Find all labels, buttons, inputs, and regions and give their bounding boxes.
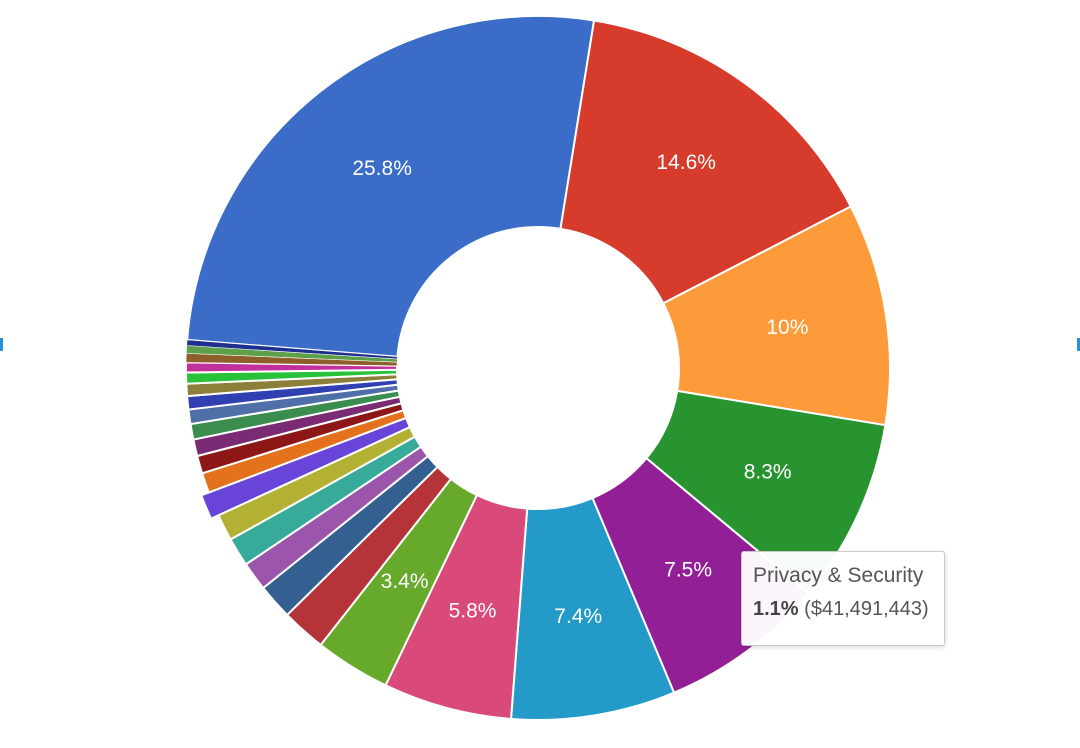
labels-group: 25.8% 14.6% 10% 8.3% 7.5% 7.4% 5.8% 3.4% <box>352 151 808 628</box>
tooltip-amount: ($41,491,443) <box>804 598 929 620</box>
tooltip-value-line: 1.1% ($41,491,443) <box>753 598 944 621</box>
left-edge-marker <box>0 338 3 351</box>
donut-slice[interactable] <box>186 15 596 358</box>
donut-slice[interactable] <box>661 205 891 427</box>
chart-tooltip: Privacy & Security 1.1% ($41,491,443) <box>741 551 945 646</box>
slice-label: 7.4% <box>554 605 602 628</box>
slice-label: 10% <box>766 316 808 339</box>
slice-label: 7.5% <box>664 559 712 582</box>
right-edge-marker <box>1077 338 1080 351</box>
slice-label: 25.8% <box>352 157 412 180</box>
slices-group <box>185 15 891 721</box>
tooltip-title: Privacy & Security <box>753 564 924 587</box>
slice-label: 3.4% <box>381 570 429 593</box>
slice-label: 14.6% <box>656 151 716 174</box>
slice-label: 8.3% <box>744 461 792 484</box>
tooltip-percent: 1.1% <box>753 598 799 620</box>
donut-slice[interactable] <box>559 19 853 305</box>
slice-label: 5.8% <box>449 599 497 622</box>
donut-slice[interactable] <box>186 339 398 360</box>
